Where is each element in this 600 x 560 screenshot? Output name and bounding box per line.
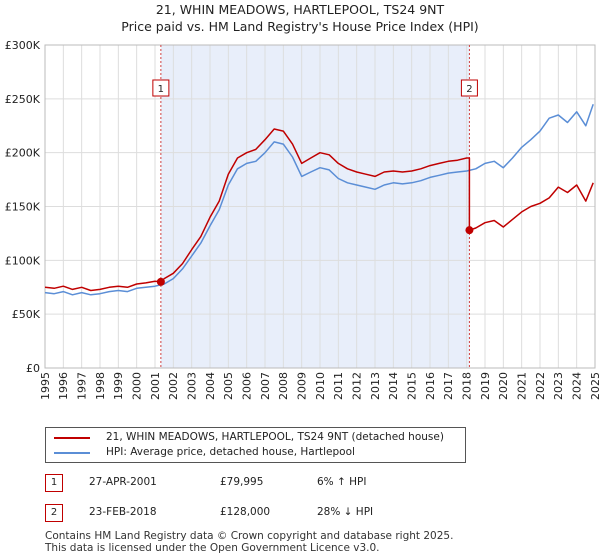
legend-swatch-hpi — [54, 452, 90, 454]
x-tick-label: 2019 — [479, 372, 492, 400]
x-tick-label: 2003 — [186, 372, 199, 400]
legend-label-property: 21, WHIN MEADOWS, HARTLEPOOL, TS24 9NT (… — [106, 431, 444, 443]
footer-attribution: Contains HM Land Registry data © Crown c… — [45, 530, 453, 554]
x-tick-label: 2021 — [516, 372, 529, 400]
x-tick-label: 1995 — [39, 372, 52, 400]
sale-price: £79,995 — [220, 476, 264, 488]
sale-price: £128,000 — [220, 506, 271, 518]
x-tick-label: 2001 — [149, 372, 162, 400]
x-tick-label: 2020 — [497, 372, 510, 400]
y-tick-label: £100K — [5, 254, 41, 267]
plot-frame — [44, 44, 596, 369]
x-tick-label: 2000 — [131, 372, 144, 400]
y-tick-label: £150K — [5, 201, 41, 214]
sale-marker-label: 1 — [158, 84, 164, 95]
y-tick-label: £0 — [26, 362, 40, 375]
legend-label-hpi: HPI: Average price, detached house, Hart… — [106, 446, 355, 458]
x-tick-label: 2002 — [167, 372, 180, 400]
sale-marker-box — [460, 79, 478, 97]
sale-number-badge: 2 — [45, 504, 63, 522]
x-tick-label: 2007 — [259, 372, 272, 400]
y-tick-label: £50K — [12, 308, 41, 321]
x-tick-label: 2011 — [332, 372, 345, 400]
x-tick-label: 2014 — [387, 372, 400, 400]
x-tick-label: 2015 — [406, 372, 419, 400]
footer-line-1: Contains HM Land Registry data © Crown c… — [45, 530, 454, 542]
sale-hpi-relation: 6% ↑ HPI — [317, 476, 367, 488]
x-tick-label: 1996 — [57, 372, 70, 400]
x-tick-label: 2005 — [222, 372, 235, 400]
x-tick-label: 2024 — [571, 372, 584, 400]
chart-title: 21, WHIN MEADOWS, HARTLEPOOL, TS24 9NT — [155, 2, 445, 17]
x-tick-label: 2023 — [552, 372, 565, 400]
x-tick-label: 2009 — [296, 372, 309, 400]
x-tick-label: 2025 — [589, 372, 600, 400]
x-tick-label: 2017 — [442, 372, 455, 400]
x-tick-label: 2018 — [461, 372, 474, 400]
sale-hpi-relation: 28% ↓ HPI — [317, 506, 374, 518]
x-tick-label: 2004 — [204, 372, 217, 400]
sale-marker-box — [152, 79, 170, 97]
chart-subtitle: Price paid vs. HM Land Registry's House … — [121, 19, 479, 34]
x-tick-label: 2013 — [369, 372, 382, 400]
legend-swatch-property — [54, 437, 90, 439]
x-tick-label: 1997 — [76, 372, 89, 400]
y-tick-label: £250K — [5, 93, 41, 106]
sale-point — [465, 226, 474, 235]
sale-point — [156, 277, 165, 286]
x-tick-label: 2022 — [534, 372, 547, 400]
y-tick-label: £200K — [5, 147, 41, 160]
x-tick-label: 2016 — [424, 372, 437, 400]
y-tick-label: £300K — [5, 39, 41, 52]
sale-date: 27-APR-2001 — [89, 476, 157, 488]
x-tick-label: 1998 — [94, 372, 107, 400]
hpi-line — [44, 103, 594, 296]
sale-marker-label: 2 — [466, 84, 472, 95]
chart-legend: 21, WHIN MEADOWS, HARTLEPOOL, TS24 9NT (… — [45, 427, 466, 463]
footer-line-2: This data is licensed under the Open Gov… — [45, 542, 380, 554]
x-tick-label: 2012 — [351, 372, 364, 400]
x-tick-label: 2010 — [314, 372, 327, 400]
sale-number-badge: 1 — [45, 474, 63, 492]
price-chart: £0 £50K £100K £150K £200K £250K £300K 1995 1996 1… — [5, 39, 600, 400]
x-tick-label: 1999 — [112, 372, 125, 400]
x-tick-label: 2006 — [241, 372, 254, 400]
property-price-line — [44, 128, 594, 292]
x-tick-label: 2008 — [277, 372, 290, 400]
sale-date: 23-FEB-2018 — [89, 506, 157, 518]
